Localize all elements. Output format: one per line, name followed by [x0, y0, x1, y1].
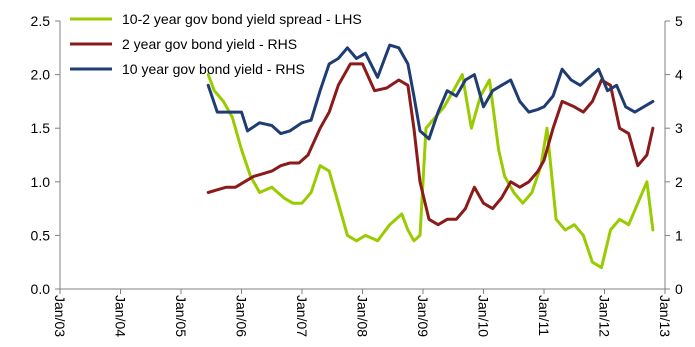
y-left-tick-label: 0.0 — [31, 281, 51, 297]
series-line-2 — [206, 43, 655, 141]
x-tick-label: Jan/06 — [234, 295, 250, 337]
x-tick-label: Jan/05 — [173, 295, 189, 337]
legend: 10-2 year gov bond yield spread - LHS 2 y… — [70, 11, 362, 77]
legend-label: 2 year gov bond yield - RHS — [122, 36, 297, 52]
y-left-tick-label: 1.5 — [31, 120, 51, 136]
y-right-tick-label: 5 — [675, 13, 683, 29]
y-left-tick-label: 1.0 — [31, 174, 51, 190]
x-tick-label: Jan/11 — [536, 295, 552, 336]
x-tick-label: Jan/03 — [52, 295, 68, 337]
y-left-tick-label: 0.5 — [31, 227, 51, 243]
y-right-tick-label: 4 — [675, 67, 683, 83]
x-tick-label: Jan/04 — [113, 295, 129, 337]
y-left-tick-label: 2.5 — [31, 13, 51, 29]
series-layer — [206, 43, 655, 270]
legend-label: 10-2 year gov bond yield spread - LHS — [122, 11, 362, 27]
x-tick-label: Jan/10 — [476, 295, 492, 337]
x-tick-label: Jan/13 — [657, 295, 673, 337]
y-right-tick-label: 3 — [675, 120, 683, 136]
series-line-1 — [206, 62, 655, 227]
series-line-0 — [206, 73, 655, 270]
axes-layer: 0.0 0.5 1.0 1.5 2.0 2.5 0 1 2 3 4 5 Jan/03 Jan/04 Jan/… — [31, 13, 683, 337]
x-tick-label: Jan/09 — [415, 295, 431, 337]
x-tick-label: Jan/08 — [355, 295, 371, 337]
y-right-tick-label: 0 — [675, 281, 683, 297]
legend-label: 10 year gov bond yield - RHS — [122, 61, 305, 77]
y-right-tick-label: 2 — [675, 174, 683, 190]
y-left-tick-label: 2.0 — [31, 67, 51, 83]
x-tick-label: Jan/07 — [294, 295, 310, 337]
y-right-tick-label: 1 — [675, 227, 683, 243]
x-tick-label: Jan/12 — [597, 295, 613, 337]
